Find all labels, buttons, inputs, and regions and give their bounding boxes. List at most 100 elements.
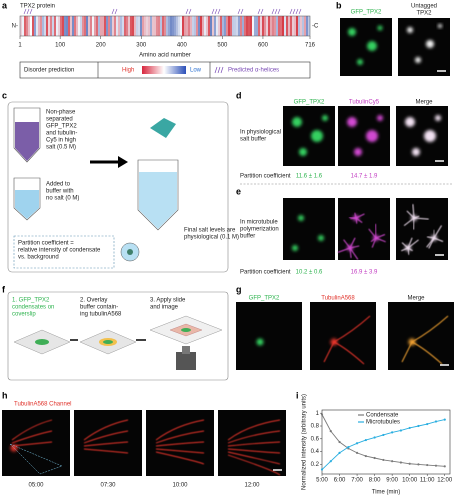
data-point: [320, 413, 324, 416]
data-point: [417, 463, 420, 466]
condition: In microtubule: [240, 220, 278, 226]
tick-label: 400: [177, 43, 188, 49]
data-point: [338, 440, 341, 444]
channel-label: Merge: [415, 100, 433, 106]
legend-title: Disorder prediction: [24, 68, 74, 74]
data-point: [364, 438, 367, 442]
stripe: [170, 16, 173, 36]
stripe: [84, 16, 87, 36]
disorder-bar: [20, 8, 311, 36]
stripe: [64, 16, 67, 36]
helix-mark: [295, 8, 299, 15]
stripe: [244, 16, 247, 36]
stripe: [88, 16, 91, 36]
helix-mark: [292, 8, 296, 15]
microtubule: [227, 454, 281, 476]
stripe: [52, 16, 55, 36]
helix-mark: [214, 8, 218, 15]
stripe: [270, 16, 273, 36]
caption-line: condensates on: [12, 305, 54, 311]
condensate: [366, 130, 378, 142]
data-point: [408, 462, 411, 465]
condensate: [377, 25, 383, 31]
stripe: [100, 16, 103, 36]
stripe: [66, 16, 69, 36]
microtubule: [11, 430, 53, 444]
stripe: [184, 16, 187, 36]
stripe: [216, 16, 219, 36]
x-tick-label: 9:00: [386, 478, 398, 484]
data-point: [443, 465, 446, 468]
stripe: [150, 16, 153, 36]
data-point: [408, 426, 411, 430]
stripe: [96, 16, 99, 36]
channel-label: TubulinA568: [321, 296, 355, 302]
stripe: [208, 16, 211, 36]
stripe: [180, 16, 183, 36]
stripe: [142, 16, 145, 36]
stripe: [74, 16, 77, 36]
helix-mark: [114, 8, 118, 15]
x-tick-label: 11:00: [420, 478, 435, 484]
stripe: [256, 16, 259, 36]
condensate: [347, 245, 353, 251]
stripe: [222, 16, 225, 36]
micrograph: [2, 410, 70, 476]
stripe: [292, 16, 295, 36]
stripe: [42, 16, 45, 36]
condensate: [292, 117, 302, 127]
stripe: [72, 16, 75, 36]
stripe: [112, 16, 115, 36]
helix-mark: [185, 8, 189, 15]
microtubule: [83, 419, 129, 441]
micrograph: [283, 198, 335, 260]
legend-entry: Microtubules: [366, 420, 400, 426]
microtubule: [155, 441, 205, 447]
stripe: [200, 16, 203, 36]
series-line: [321, 419, 445, 470]
caption-line: relative intensity of condensate: [18, 248, 101, 254]
stripe: [152, 16, 155, 36]
microtubule: [227, 441, 281, 447]
stripe: [190, 16, 193, 36]
stripe: [132, 16, 135, 36]
stripe: [218, 16, 221, 36]
stripe: [34, 16, 37, 36]
stripe: [94, 16, 97, 36]
data-point: [391, 460, 394, 463]
caption-line: Partition coefficient =: [18, 241, 74, 247]
data-point: [373, 456, 376, 460]
condensate: [435, 115, 441, 121]
stripe: [118, 16, 121, 36]
microtubule: [83, 441, 129, 447]
caption-line: 1. GFP_TPX2: [12, 298, 50, 304]
stripe: [296, 16, 299, 36]
microtubule: [11, 441, 53, 447]
condition: In physiological: [240, 130, 281, 136]
stripe: [236, 16, 239, 36]
helix-mark: [211, 8, 215, 15]
stripe: [298, 16, 301, 36]
stripe: [136, 16, 139, 36]
stripe: [82, 16, 85, 36]
y-tick-label: 0.4: [311, 449, 320, 455]
caption-line: and image: [150, 305, 179, 311]
timestamp: 07:30: [100, 483, 116, 489]
channel-label: GFP_TPX2: [351, 10, 382, 16]
condensate: [407, 27, 413, 33]
helix-mark: [217, 8, 221, 15]
stripe: [60, 16, 63, 36]
condensate: [256, 338, 264, 346]
stripe: [306, 16, 309, 36]
partition-value: 16.9 ± 3.9: [351, 270, 378, 276]
stripe: [114, 16, 117, 36]
stripe: [282, 16, 285, 36]
stripe: [234, 16, 237, 36]
caption-line: and tubulin-: [46, 131, 77, 137]
condensate: [357, 59, 363, 65]
legend-gradient: [142, 66, 186, 74]
condensate: [367, 41, 377, 51]
microtubule: [11, 419, 53, 441]
